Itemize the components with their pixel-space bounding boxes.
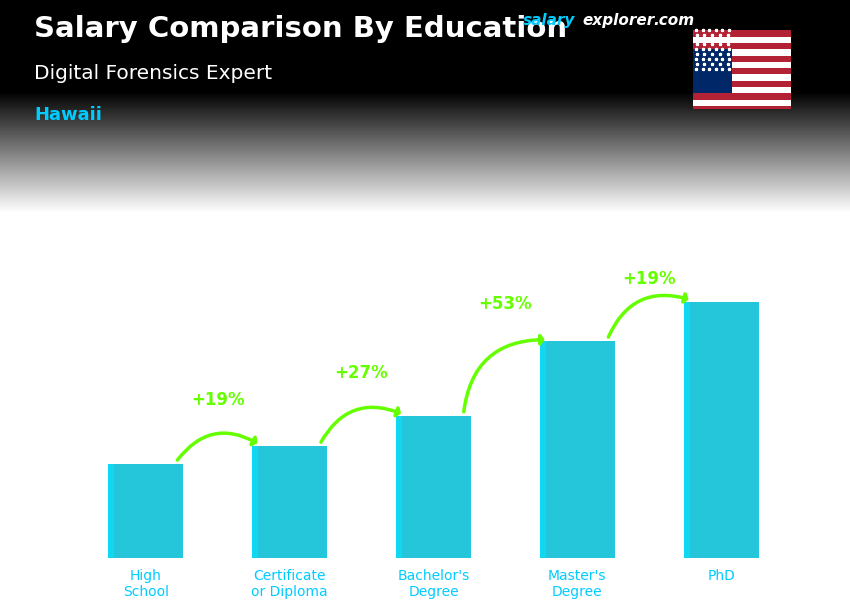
Bar xyxy=(693,30,791,37)
Bar xyxy=(109,464,184,558)
Bar xyxy=(693,81,791,87)
Bar xyxy=(693,49,732,93)
Bar xyxy=(693,56,791,62)
Bar xyxy=(396,416,471,558)
Bar xyxy=(252,447,327,558)
Text: +19%: +19% xyxy=(622,270,676,288)
Bar xyxy=(540,341,546,558)
Text: .com: .com xyxy=(653,13,694,28)
Text: +53%: +53% xyxy=(479,295,532,313)
Bar xyxy=(693,37,791,43)
Text: +27%: +27% xyxy=(335,364,388,382)
Bar xyxy=(540,341,615,558)
Bar xyxy=(396,416,402,558)
Bar xyxy=(683,302,758,558)
Text: salary: salary xyxy=(523,13,575,28)
Text: Average Yearly Salary: Average Yearly Salary xyxy=(829,359,839,465)
Text: Salary Comparison By Education: Salary Comparison By Education xyxy=(34,15,567,43)
Text: +19%: +19% xyxy=(191,390,245,408)
Text: Hawaii: Hawaii xyxy=(34,106,102,124)
Bar xyxy=(683,302,689,558)
Text: 142,000 USD: 142,000 USD xyxy=(683,286,760,299)
Text: explorer: explorer xyxy=(582,13,654,28)
Text: 120,000 USD: 120,000 USD xyxy=(539,326,616,339)
Text: 61,700 USD: 61,700 USD xyxy=(255,431,325,444)
Bar xyxy=(693,62,791,68)
Bar xyxy=(693,106,791,112)
Bar xyxy=(693,43,791,49)
Bar xyxy=(693,75,791,81)
Text: 51,900 USD: 51,900 USD xyxy=(111,448,180,461)
Bar xyxy=(693,49,791,56)
Bar xyxy=(109,464,114,558)
Text: Digital Forensics Expert: Digital Forensics Expert xyxy=(34,64,272,82)
Bar xyxy=(693,68,791,75)
Bar xyxy=(693,87,791,93)
Bar xyxy=(693,99,791,106)
Bar xyxy=(252,447,258,558)
Text: 78,400 USD: 78,400 USD xyxy=(399,401,468,414)
Bar xyxy=(693,93,791,99)
